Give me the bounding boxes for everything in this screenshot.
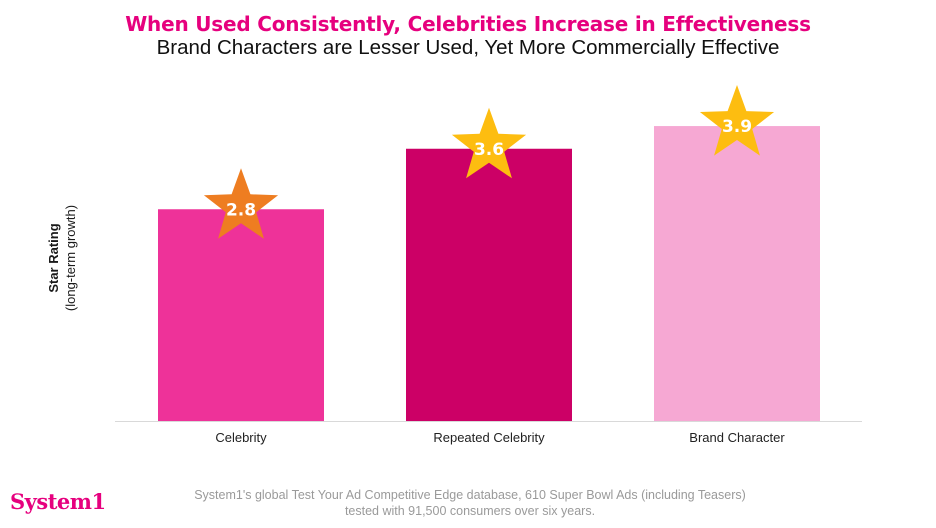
data-label: 3.6 <box>474 140 504 160</box>
bar-2 <box>406 148 572 421</box>
x-tick-label: Brand Character <box>689 430 785 445</box>
x-tick-label: Repeated Celebrity <box>433 430 545 445</box>
data-label: 3.9 <box>722 117 752 137</box>
star-icon <box>699 85 775 156</box>
x-tick-label: Celebrity <box>215 430 267 445</box>
bar-3 <box>654 126 820 421</box>
source-note: System1's global Test Your Ad Competitiv… <box>194 488 746 518</box>
chart-subtitle: Brand Characters are Lesser Used, Yet Mo… <box>156 36 780 59</box>
data-label: 2.8 <box>226 200 256 220</box>
star-icon <box>203 168 279 239</box>
star-icon <box>451 107 527 179</box>
chart-title: When Used Consistently, Celebrities Incr… <box>125 12 811 36</box>
bar-1 <box>158 209 324 421</box>
system1-logo: System1 <box>10 489 106 514</box>
